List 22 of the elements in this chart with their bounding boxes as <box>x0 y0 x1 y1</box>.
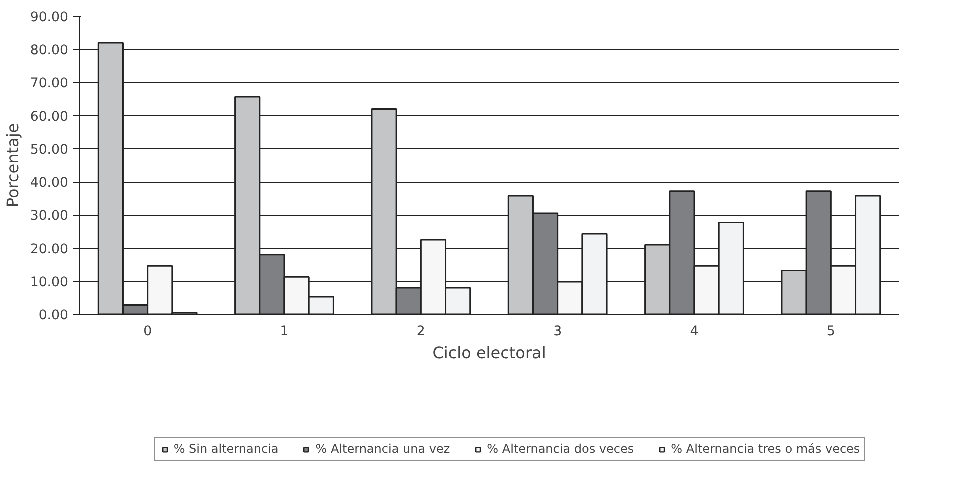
y-tick-label: 20.00 <box>30 242 68 258</box>
x-tick-label: 1 <box>280 324 289 340</box>
y-tick-label: 90.00 <box>30 10 68 26</box>
x-tick-label: 5 <box>826 324 836 340</box>
legend-label: % Sin alternancia <box>174 442 279 456</box>
y-tick-label: 80.00 <box>30 44 68 59</box>
x-tick-label: 4 <box>690 324 699 340</box>
legend-label: % Alternancia una vez <box>316 442 450 456</box>
x-tick-label: 0 <box>144 324 152 340</box>
x-axis-title: Ciclo electoral <box>432 344 546 362</box>
y-tick-label: 60.00 <box>30 110 68 125</box>
y-tick-label: 0.00 <box>38 308 69 324</box>
y-tick-label: 10.00 <box>30 275 68 290</box>
legend-label: % Alternancia tres o más veces <box>671 442 860 456</box>
y-tick-label: 50.00 <box>30 142 68 158</box>
x-tick-label: 3 <box>554 324 562 340</box>
y-axis-title: Porcentaje <box>3 123 22 208</box>
legend-label: % Alternancia dos veces <box>487 442 634 456</box>
y-tick-label: 30.00 <box>30 209 68 224</box>
y-tick-label: 70.00 <box>30 76 68 92</box>
x-tick-label: 2 <box>416 324 426 340</box>
y-tick-label: 40.00 <box>30 176 68 192</box>
